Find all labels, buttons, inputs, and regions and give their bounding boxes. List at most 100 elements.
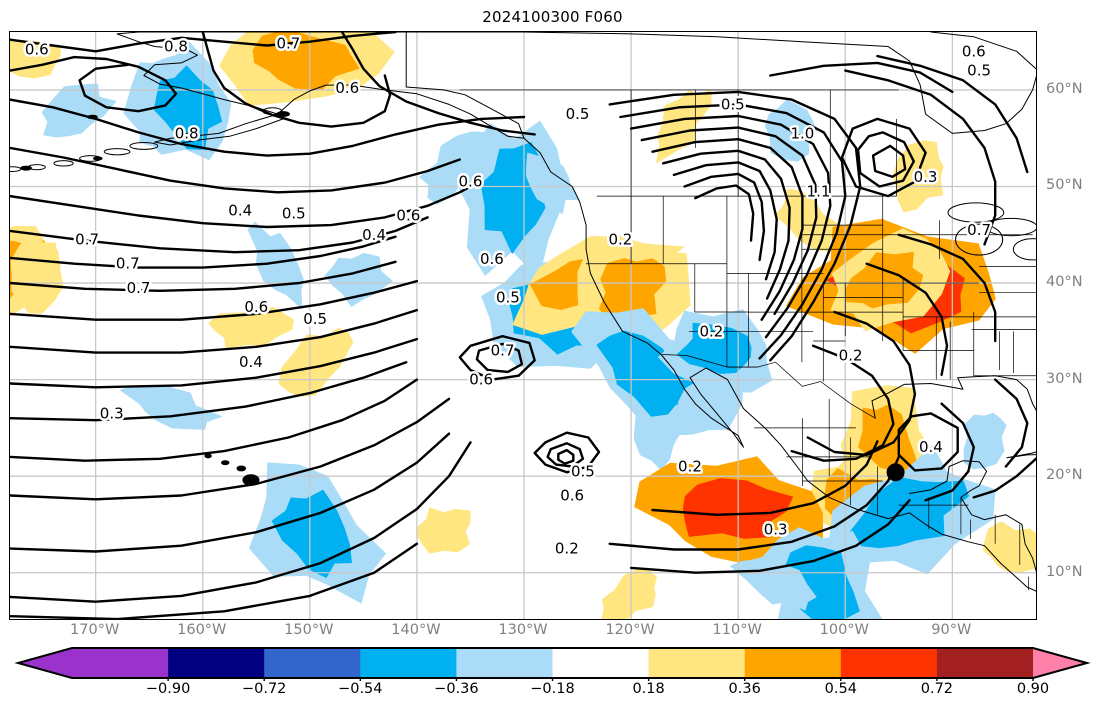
contour-label: 0.3 (100, 404, 124, 422)
contour-label-halo: 0.7 (491, 342, 515, 360)
colorbar-tick-label: −0.72 (241, 681, 287, 697)
contour-label: 0.6 (480, 250, 504, 268)
contour-label-halo: 1.0 (790, 124, 814, 142)
storm-marker-icon[interactable] (886, 463, 905, 482)
contour-line (608, 455, 900, 551)
coastline-aleutian-island (53, 160, 74, 167)
colorbar-extend-high[interactable] (1033, 648, 1087, 678)
colorbar-swatches[interactable] (0, 645, 1105, 681)
coastline-small-island (20, 165, 32, 171)
contour-line (672, 161, 778, 281)
anomaly-patch (416, 507, 471, 554)
contour-line (806, 310, 917, 457)
contour-label: 0.7 (276, 35, 300, 53)
contour-line-closed (458, 335, 536, 381)
lon-tick-label: 140°W (391, 622, 441, 638)
contour-line (897, 233, 997, 343)
contour-label: 0.2 (839, 346, 863, 364)
colorbar-tick-label: −0.54 (338, 681, 383, 697)
contour-label: 0.6 (25, 40, 49, 58)
anomaly-patch (844, 251, 924, 309)
coastline-aleutian-island (103, 148, 131, 156)
contour-label: 0.5 (566, 105, 590, 123)
contour-line (10, 235, 397, 269)
colorbar-swatch[interactable] (72, 648, 169, 678)
anomaly-patch (655, 89, 712, 164)
anomaly-patch (596, 330, 701, 417)
colorbar-extend-low[interactable] (18, 648, 72, 678)
colorbar-swatch[interactable] (264, 648, 361, 678)
contour-label: 0.4 (239, 353, 263, 371)
lat-tick-label: 50°N (1046, 177, 1083, 194)
contour-line (769, 61, 954, 94)
contour-label: 0.7 (116, 255, 140, 273)
lon-tick-label: 170°W (70, 622, 120, 638)
contour-line-closed (475, 342, 524, 374)
contour-line (790, 344, 895, 462)
contour-label: 0.2 (608, 231, 632, 249)
contour-label-halo: 0.4 (362, 226, 386, 244)
contour-line (629, 114, 832, 339)
contour-label-halo: 0.8 (175, 124, 199, 142)
contour-label-halo: 0.6 (560, 486, 584, 504)
contour-line (608, 90, 862, 362)
contour-line (10, 146, 461, 194)
contour-line-closed (533, 431, 601, 474)
contour-line (10, 337, 419, 389)
colorbar-swatch[interactable] (744, 648, 842, 678)
colorbar-tick-label: −0.90 (145, 681, 191, 697)
contour-label: 1.0 (790, 124, 814, 142)
contour-label-halo: 0.6 (335, 79, 359, 97)
contour-label-halo: 0.3 (914, 168, 938, 186)
contour-label: 0.8 (164, 37, 188, 55)
colorbar-swatch[interactable] (456, 648, 553, 678)
contour-line (10, 378, 419, 462)
contour-label: 0.6 (962, 42, 986, 60)
contour-line (924, 402, 975, 502)
contour-label-halo: 0.6 (962, 42, 986, 60)
contour-line (10, 98, 526, 157)
contour-label-halo: 0.2 (608, 231, 632, 249)
contour-line-closed (840, 117, 927, 198)
colorbar-swatch[interactable] (648, 648, 746, 678)
lat-tick-label: 20°N (1046, 467, 1083, 484)
contour-label: 0.5 (721, 95, 745, 113)
border-us-mexico (662, 354, 876, 419)
contour-line-closed (557, 448, 575, 465)
contour-line (876, 54, 1029, 174)
anomaly-patch (676, 322, 752, 374)
contour-line (340, 32, 536, 136)
contour-label-halo: 0.5 (282, 205, 306, 223)
contour-line (640, 126, 818, 316)
contour-label: 0.5 (303, 310, 327, 328)
coastline-aleutian-island (177, 132, 196, 140)
contour-label: 0.2 (678, 458, 702, 476)
colorbar-swatch[interactable] (360, 648, 457, 678)
contour-label-halo: 0.5 (496, 289, 520, 307)
contour-label: 0.6 (459, 173, 483, 191)
contour-label-halo: 0.5 (571, 462, 595, 480)
contour-label: 0.5 (282, 205, 306, 223)
contour-line-closed (546, 442, 585, 468)
colorbar-swatch[interactable] (840, 648, 938, 678)
contour-line (10, 397, 451, 501)
contour-label-halo: 0.3 (100, 404, 124, 422)
map-canvas: 0.60.6 0.80.8 0.70.70.80.80.60.60.50.50.50… (10, 32, 1036, 619)
anomaly-patch (247, 221, 304, 310)
colorbar[interactable]: −0.90 −0.72 −0.54 −0.36 −0.18 0.18 0.36 0.54 0.7… (0, 645, 1105, 712)
contour-label-halo: 0.2 (699, 322, 723, 340)
anomaly-patch (670, 377, 744, 436)
contour-line-closed (871, 144, 907, 178)
colorbar-swatch[interactable] (552, 648, 650, 678)
coastline-great-lake (947, 202, 1005, 223)
coastline-hawaii (220, 460, 230, 466)
colorbar-tick-label: 0.36 (728, 681, 761, 697)
colorbar-tick-label: −0.36 (434, 681, 479, 697)
colorbar-swatch[interactable] (936, 648, 1034, 678)
contour-line (10, 441, 472, 603)
coastline-aleutian-island (129, 142, 159, 150)
map-panel: 0.6 0.6 0.8 0.8 0.7 0.7 0.8 0.8 0.6 0.6 0.5 0.5 0.5 0… (9, 31, 1037, 620)
colorbar-swatch[interactable] (168, 648, 265, 678)
contour-label-halo: 0.6 (396, 206, 420, 224)
